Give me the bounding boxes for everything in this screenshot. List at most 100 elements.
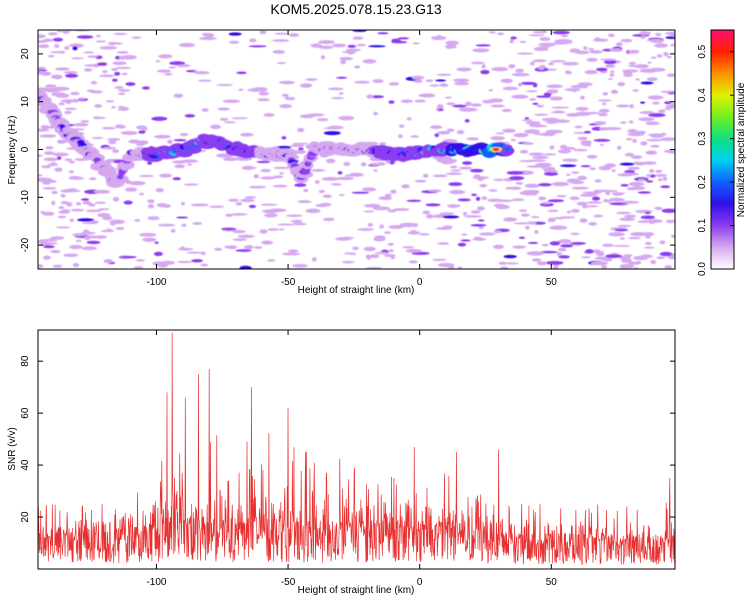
heat-cell [69,244,83,250]
heat-cell [654,43,668,48]
heat-cell [651,56,657,59]
heat-cell [519,150,529,154]
heat-cell [216,83,234,87]
ridge-peak [492,147,500,152]
heat-cell [50,51,65,54]
heat-cell [660,185,671,189]
heat-cell [209,205,225,208]
heat-cell [665,31,675,36]
heat-cell [589,50,603,54]
heat-cell [336,176,354,181]
heat-cell [72,122,89,127]
heat-cell [38,70,48,75]
heat-cell [231,117,248,120]
heat-cell [97,208,110,211]
heat-cell [577,82,593,87]
heat-cell [637,191,651,194]
heat-cell [45,146,54,150]
heat-cell [570,180,585,185]
heat-cell [662,176,668,181]
heat-cell [253,174,260,179]
heat-cell [571,208,580,213]
heat-cell [80,231,96,235]
heat-cell [278,80,295,85]
heat-cell [556,194,567,198]
heat-cell [478,226,484,230]
heat-cell [553,110,565,114]
heat-cell [54,67,70,71]
heat-cell [243,245,254,250]
heat-cell [273,166,290,170]
heat-cell [72,46,78,51]
heat-cell [311,257,317,262]
heat-cell [464,215,482,218]
heat-cell [354,65,361,69]
heat-cell [478,232,496,236]
heat-cell [315,203,329,208]
heat-cell [632,89,639,92]
heat-cell [513,132,529,138]
heat-cell [118,55,127,60]
heat-cell [453,204,461,207]
heat-cell [118,92,126,96]
heat-cell [57,215,67,219]
heat-cell [481,64,486,69]
heat-cell [620,183,629,187]
heat-cell [665,36,675,40]
heat-cell [276,62,287,65]
heat-cell [179,133,189,137]
heat-cell [142,237,157,242]
heat-cell [525,225,530,230]
colorbar: 0.0 0.1 0.2 0.3 0.4 0.5 Normalized spectral a… [697,29,747,276]
heat-cell [538,196,547,201]
colorbar-label: Normalized spectral amplitude [736,82,747,217]
heat-cell [344,174,363,177]
heat-cell [325,158,336,164]
heat-cell [65,73,79,78]
heat-cell [52,264,63,268]
heat-cell [347,44,357,48]
heat-cell [272,50,286,54]
heat-cell [633,255,649,261]
heat-cell [456,67,472,72]
heat-cell [511,94,529,99]
heat-cell [551,181,570,187]
heat-cell [186,163,193,166]
heat-cell [579,193,597,197]
heat-cell [95,40,107,43]
heat-cell [154,241,159,244]
heat-cell [450,165,458,169]
heat-cell [78,97,86,100]
heat-cell [602,102,607,106]
heat-cell [558,239,572,244]
heat-cell [458,166,473,170]
heat-cell [660,132,667,136]
heat-cell [292,222,307,226]
heat-cell [131,36,142,39]
heat-cell [425,79,434,83]
heat-cell [169,61,186,66]
heat-cell [524,129,540,134]
heat-cell [111,105,116,109]
heat-cell [351,191,370,194]
snr-panel: -100 -50 0 50 20 40 60 80 Height of straight l… [7,329,676,596]
heat-cell [532,59,547,63]
heat-cell [384,231,391,235]
heat-cell [116,125,126,129]
heat-cell [362,59,377,64]
heat-cell [543,92,552,96]
snr-xtick-label: 50 [546,577,558,588]
heat-cell [607,33,615,38]
heat-cell [72,262,80,268]
heat-cell [634,64,649,69]
colorbar-tick-label: 0.1 [697,218,708,232]
heat-cell [669,102,675,106]
heat-cell [400,99,414,103]
heat-cell [194,71,210,75]
heat-cell [58,102,65,106]
heat-cell [432,258,447,261]
heat-cell [501,108,512,113]
heat-cell [619,162,635,166]
heat-cell [390,189,397,194]
